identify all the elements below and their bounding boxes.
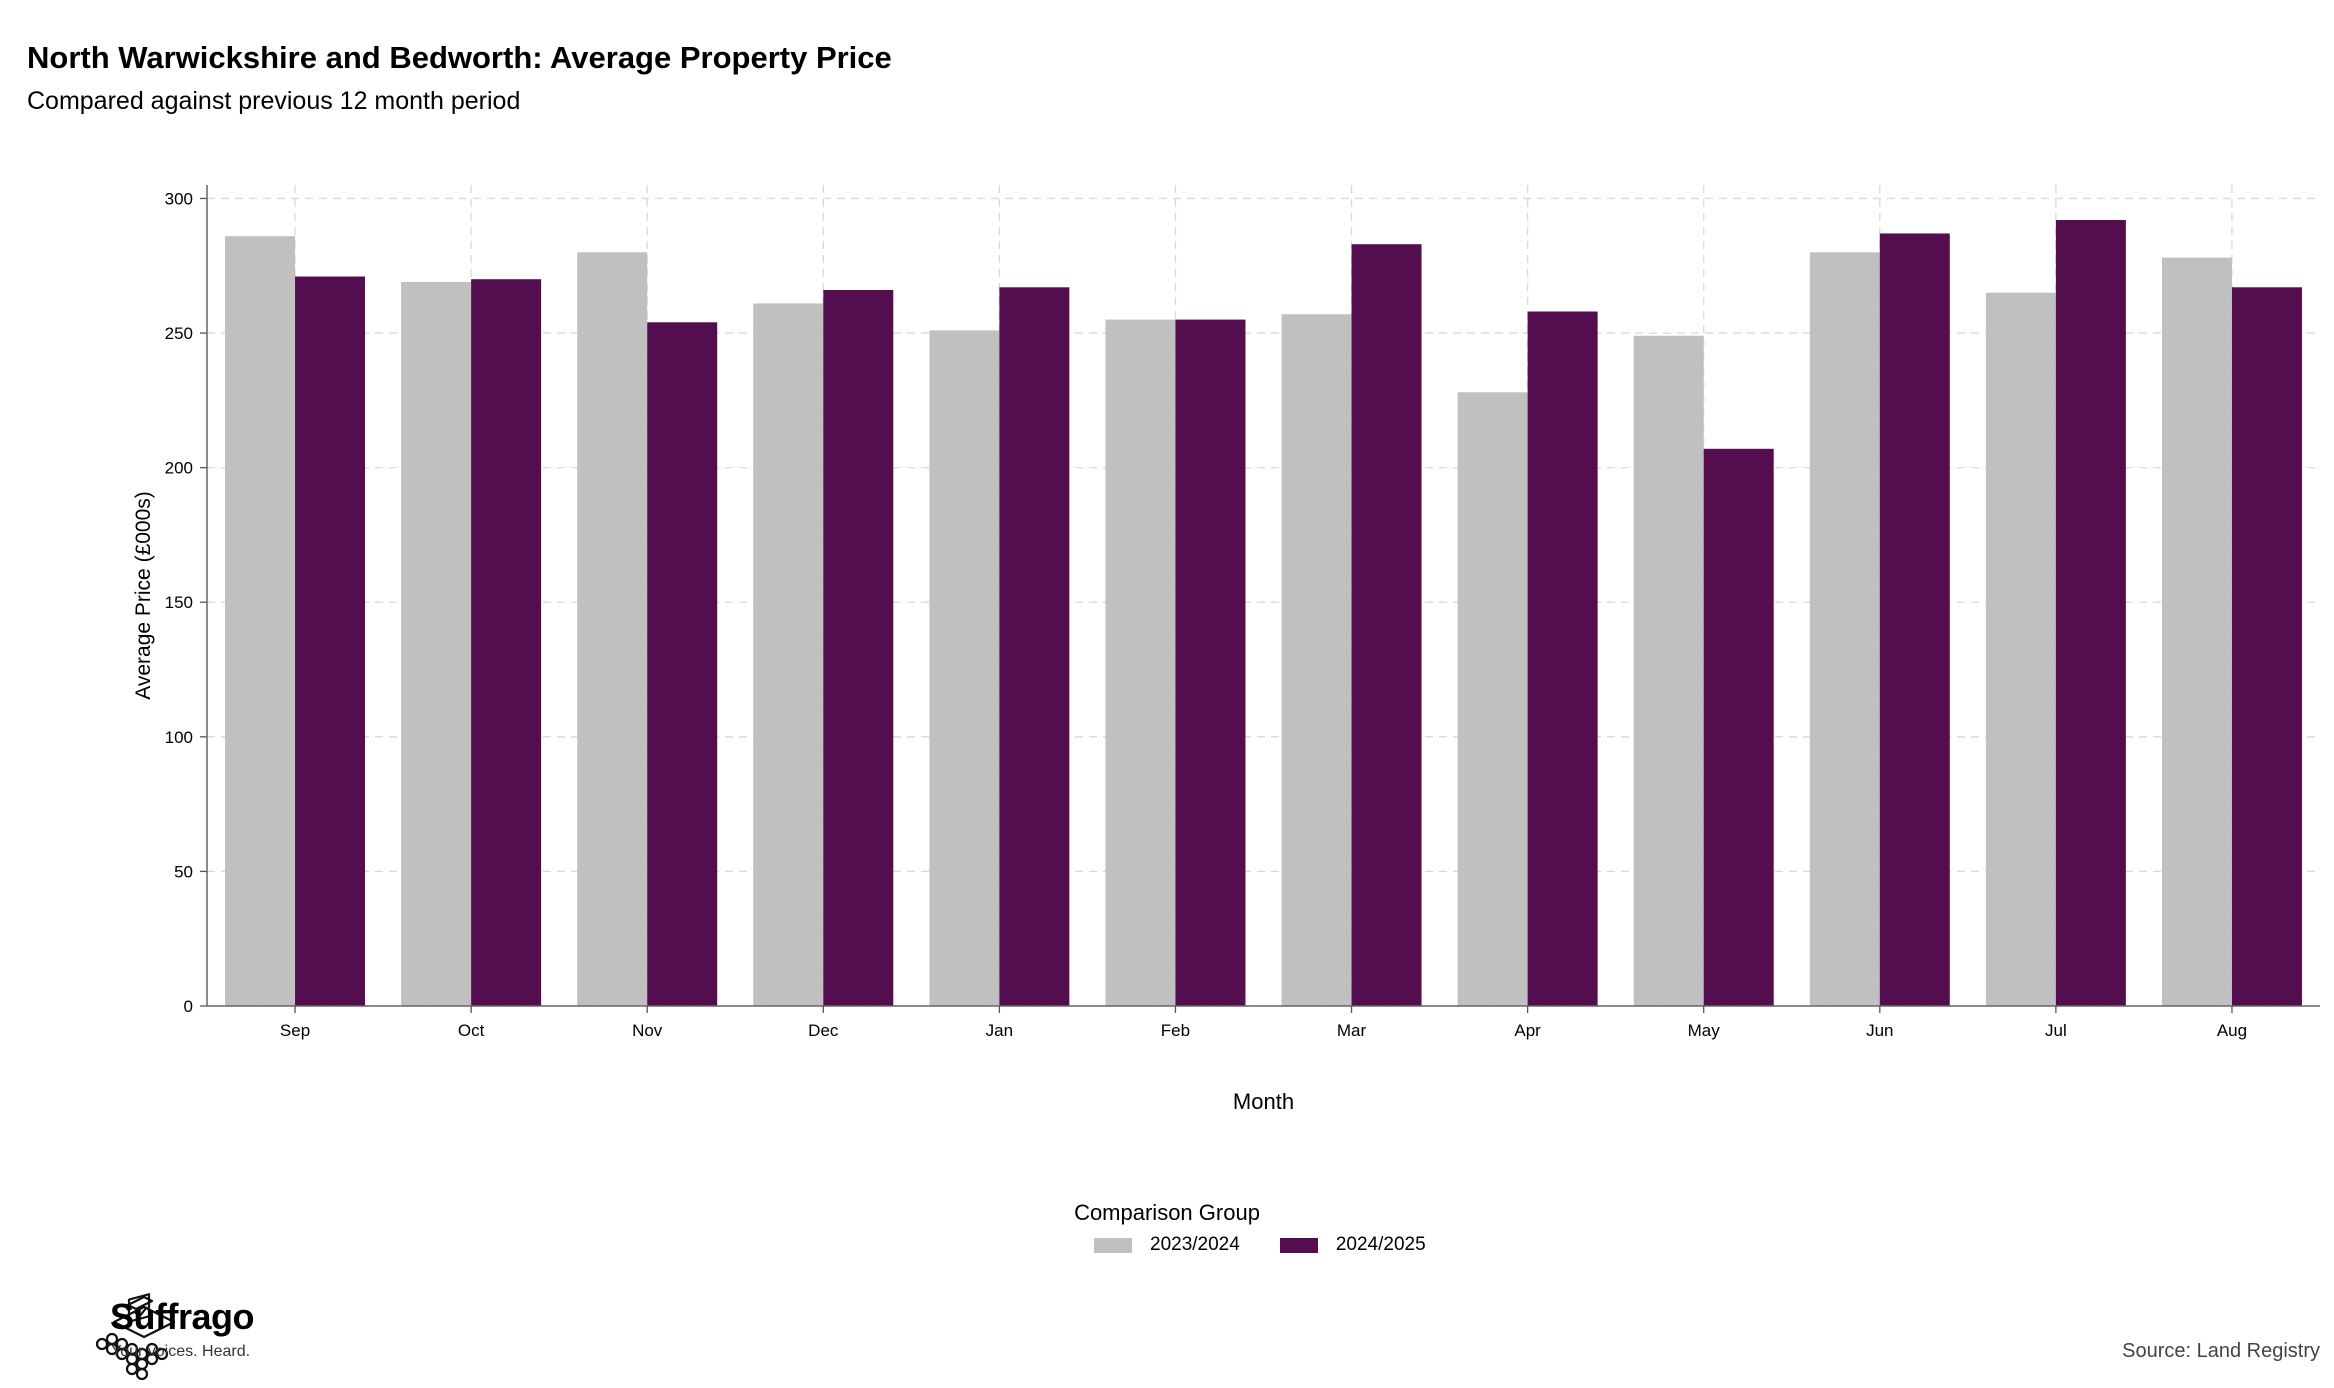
ballot-box-logo-icon (95, 1293, 176, 1381)
bar-2024-2025-jan (999, 287, 1070, 1006)
bar-2023-2024-jan (929, 330, 1000, 1006)
bar-2024-2025-jul (2055, 219, 2126, 1007)
bar-2023-2024-may (1633, 335, 1704, 1007)
x-tick-label-jan: Jan (986, 1021, 1013, 1040)
y-tick-label: 50 (174, 862, 193, 881)
axes: 0 50 100 150 200 250 300 Sep Oct Nov Dec Jan Feb Mar A… (132, 185, 2320, 1114)
legend-item-2024-2025: 2024/2025 (1279, 1234, 1426, 1256)
bar-2024-2025-dec (823, 289, 894, 1006)
y-tick-label: 300 (165, 189, 193, 208)
bar-2024-2025-nov (647, 322, 718, 1006)
legend-swatch-2024-2025 (1279, 1237, 1318, 1253)
x-tick-label-apr: Apr (1514, 1021, 1541, 1040)
x-tick-label-aug: Aug (2217, 1021, 2247, 1040)
bar-2024-2025-sep (295, 276, 366, 1006)
bar-2024-2025-jun (1879, 233, 1950, 1006)
y-axis-title: Average Price (£000s) (132, 491, 155, 700)
bar-2023-2024-jul (1985, 292, 2056, 1006)
y-tick-label: 100 (165, 728, 193, 747)
x-tick-label-sep: Sep (280, 1021, 310, 1040)
x-tick-label-feb: Feb (1161, 1021, 1190, 1040)
source-note: Source: Land Registry (2122, 1340, 2320, 1362)
y-tick-label: 250 (165, 324, 193, 343)
y-tick-label: 0 (184, 997, 193, 1016)
bar-2023-2024-feb (1105, 319, 1176, 1006)
legend-title: Comparison Group (1074, 1200, 1260, 1225)
bar-2023-2024-nov (577, 252, 648, 1007)
bar-2024-2025-feb (1175, 319, 1246, 1006)
legend-label-2024-2025: 2024/2025 (1335, 1234, 1426, 1255)
legend: 2023/2024 2024/2025 (1094, 1232, 1466, 1258)
y-tick-label: 150 (165, 593, 193, 612)
chart-title: North Warwickshire and Bedworth: Average… (27, 40, 892, 75)
bar-2024-2025-apr (1527, 311, 1598, 1006)
x-axis-title: Month (1233, 1089, 1294, 1114)
bar-2023-2024-sep (225, 236, 296, 1006)
chart-subtitle: Compared against previous 12 month perio… (27, 87, 521, 115)
bar-2024-2025-mar (1351, 244, 1422, 1006)
bar-2024-2025-may (1703, 448, 1774, 1006)
bar-2024-2025-aug (2231, 287, 2302, 1006)
bar-2023-2024-jun (1809, 252, 1880, 1007)
bar-2023-2024-apr (1457, 392, 1528, 1006)
x-tick-label-may: May (1688, 1021, 1721, 1040)
legend-swatch-2023-2024 (1094, 1237, 1132, 1253)
x-tick-label-dec: Dec (808, 1021, 839, 1040)
x-tick-label-oct: Oct (458, 1021, 485, 1040)
bar-2023-2024-aug (2161, 257, 2232, 1006)
x-tick-label-mar: Mar (1337, 1021, 1367, 1040)
brand-name: Suffrago (110, 1296, 255, 1337)
bar-2023-2024-dec (753, 303, 824, 1006)
x-tick-label-jul: Jul (2045, 1021, 2067, 1040)
brand-tagline: Your voices. Heard. (111, 1343, 251, 1360)
x-tick-label-jun: Jun (1866, 1021, 1893, 1040)
bars (225, 219, 2302, 1007)
y-tick-label: 200 (165, 459, 193, 478)
legend-label-2023-2024: 2023/2024 (1150, 1234, 1240, 1255)
bar-2023-2024-oct (401, 281, 472, 1006)
legend-item-2023-2024: 2023/2024 (1094, 1234, 1240, 1256)
bar-2023-2024-mar (1281, 314, 1352, 1006)
x-tick-label-nov: Nov (632, 1021, 663, 1040)
bar-2024-2025-oct (471, 279, 542, 1006)
